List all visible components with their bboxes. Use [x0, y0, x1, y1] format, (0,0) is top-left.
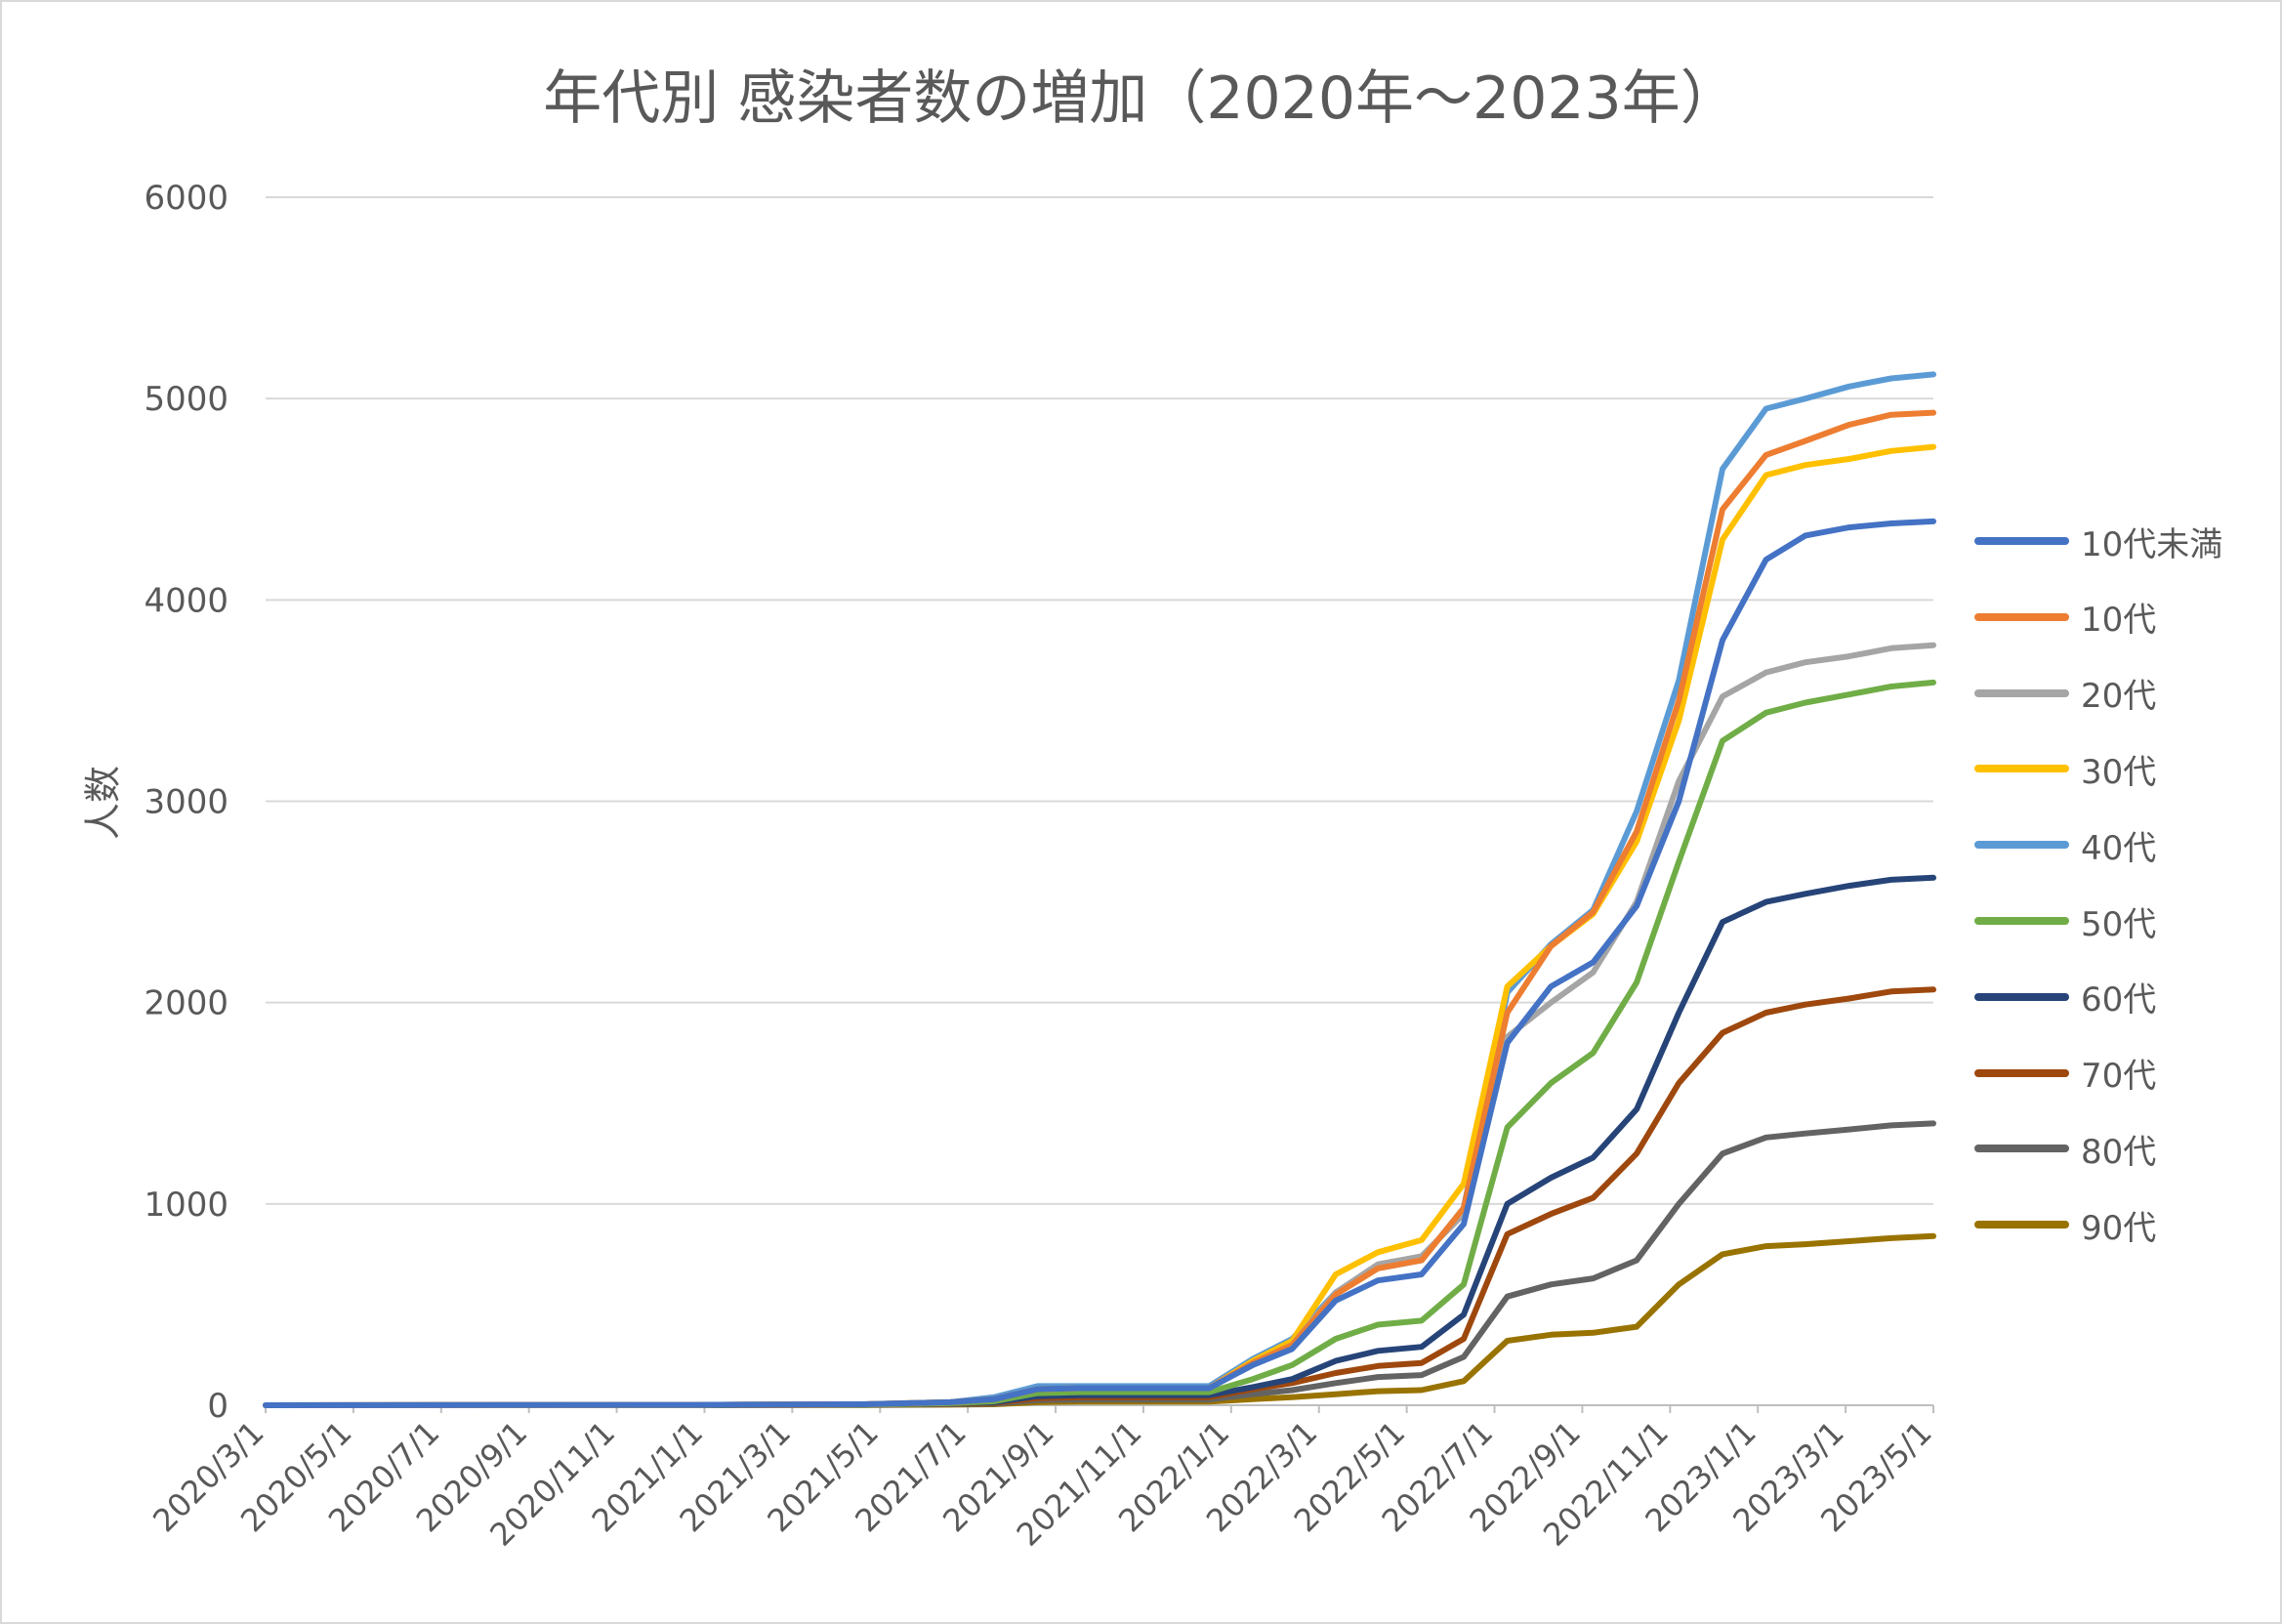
legend-swatch	[1974, 1068, 2069, 1077]
legend-label: 40代	[2081, 828, 2157, 868]
y-tick-labels: 0 1000 2000 3000 4000 5000 6000	[144, 179, 228, 1426]
legend-item: 90代	[1974, 1200, 2156, 1249]
y-tick-label: 5000	[144, 380, 228, 419]
series-line-90代	[263, 1232, 1936, 1408]
chart-title: 年代別 感染者数の増加（2020年～2023年）	[543, 64, 1739, 133]
legend-item: 50代	[1974, 896, 2156, 945]
y-tick-label: 2000	[144, 984, 228, 1023]
legend-item: 70代	[1974, 1049, 2156, 1098]
legend-label: 80代	[2081, 1132, 2157, 1172]
legend-label: 90代	[2081, 1208, 2157, 1248]
series-line-80代	[263, 1120, 1936, 1408]
legend-label: 20代	[2081, 677, 2157, 717]
legend-swatch	[1974, 765, 2069, 773]
series-line-40代	[263, 371, 1936, 1408]
legend-item: 20代	[1974, 669, 2156, 718]
gridlines	[266, 196, 1933, 1406]
legend-label: 60代	[2081, 980, 2157, 1020]
series-line-60代	[263, 874, 1936, 1408]
y-tick-label: 4000	[144, 581, 228, 620]
series-line-20代	[263, 642, 1936, 1408]
legend-item: 40代	[1974, 820, 2156, 869]
legend-item: 10代未満	[1974, 517, 2222, 565]
legend-label: 70代	[2081, 1057, 2157, 1097]
y-tick-label: 6000	[144, 179, 228, 218]
legend-label: 10代	[2081, 601, 2157, 641]
series-line-30代	[263, 443, 1936, 1408]
legend-swatch	[1974, 1145, 2069, 1153]
legend-swatch	[1974, 612, 2069, 621]
series-line-10代	[263, 409, 1936, 1408]
legend-label: 10代未満	[2081, 524, 2223, 564]
legend-item: 10代	[1974, 593, 2156, 642]
legend-swatch	[1974, 537, 2069, 545]
legend-label: 50代	[2081, 904, 2157, 944]
legend-item: 60代	[1974, 973, 2156, 1021]
y-tick-label: 1000	[144, 1186, 228, 1225]
legend-item: 80代	[1974, 1124, 2156, 1173]
series-line-10代未満	[263, 518, 1936, 1408]
legend-swatch	[1974, 1221, 2069, 1229]
legend-item: 30代	[1974, 744, 2156, 793]
series-lines	[263, 371, 1936, 1408]
x-tick-labels: 2020/3/12020/5/12020/7/12020/9/12020/11/…	[145, 1405, 1939, 1554]
y-tick-label: 3000	[144, 783, 228, 822]
y-tick-label: 0	[207, 1387, 228, 1426]
legend-swatch	[1974, 688, 2069, 697]
legend-label: 30代	[2081, 752, 2157, 792]
legend-swatch	[1974, 841, 2069, 850]
legend-swatch	[1974, 992, 2069, 1001]
legend-swatch	[1974, 917, 2069, 925]
